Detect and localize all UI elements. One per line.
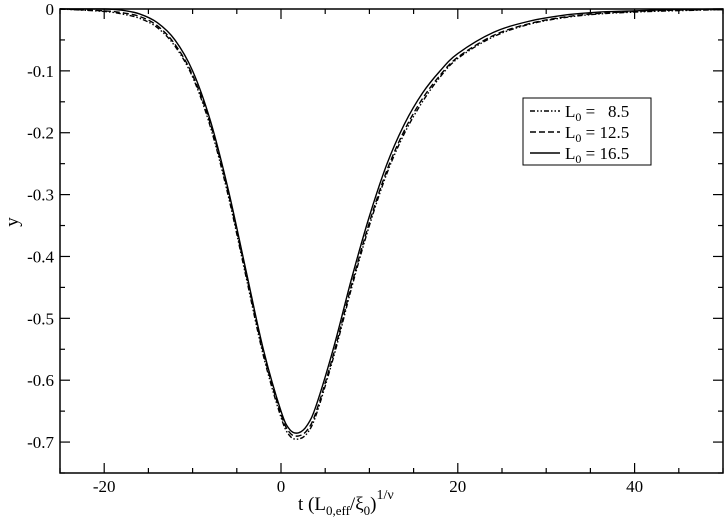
legend-label-2: L0 = 16.5 bbox=[565, 144, 629, 166]
series-line-1 bbox=[59, 8, 724, 437]
y-axis-ticks: 0 -0.1 -0.2 -0.3 -0.4 -0.5 -0.6 -0.7 bbox=[27, 0, 723, 474]
x-axis-label: t (L0,eff/ξ0)1/ν bbox=[298, 488, 394, 518]
legend: L0 = 8.5 L0 = 12.5 L0 = 16.5 bbox=[522, 97, 652, 166]
y-tick-label: -0.6 bbox=[27, 371, 54, 390]
x-axis-label-main: t (L bbox=[298, 494, 326, 515]
series-line-2 bbox=[59, 8, 724, 434]
x-axis-label-sub1: 0,eff bbox=[326, 503, 351, 518]
y-tick-label: -0.4 bbox=[27, 247, 54, 266]
x-axis-label-close: ) bbox=[370, 494, 376, 515]
x-tick-label: 40 bbox=[626, 477, 643, 496]
legend-label-1: L0 = 12.5 bbox=[565, 123, 629, 145]
y-tick-label: -0.3 bbox=[27, 186, 54, 205]
series-layer bbox=[59, 8, 724, 440]
y-tick-label: -0.7 bbox=[27, 433, 54, 452]
x-axis-label-sub2: 0 bbox=[364, 503, 371, 518]
y-tick-label: 0 bbox=[46, 0, 55, 19]
y-axis-label: y bbox=[2, 217, 23, 227]
x-axis-ticks: -20 0 20 40 bbox=[59, 9, 724, 496]
x-tick-label: 20 bbox=[449, 477, 466, 496]
y-tick-label: -0.1 bbox=[27, 62, 54, 81]
y-tick-label: -0.2 bbox=[27, 124, 54, 143]
x-axis-label-sup: 1/ν bbox=[377, 488, 394, 503]
y-tick-label: -0.5 bbox=[27, 309, 54, 328]
legend-label-0: L0 = 8.5 bbox=[565, 102, 629, 124]
x-tick-label: 0 bbox=[277, 477, 286, 496]
x-tick-label: -20 bbox=[93, 477, 116, 496]
plot-frame bbox=[59, 8, 724, 474]
x-axis-label-mid: /ξ bbox=[350, 494, 364, 515]
